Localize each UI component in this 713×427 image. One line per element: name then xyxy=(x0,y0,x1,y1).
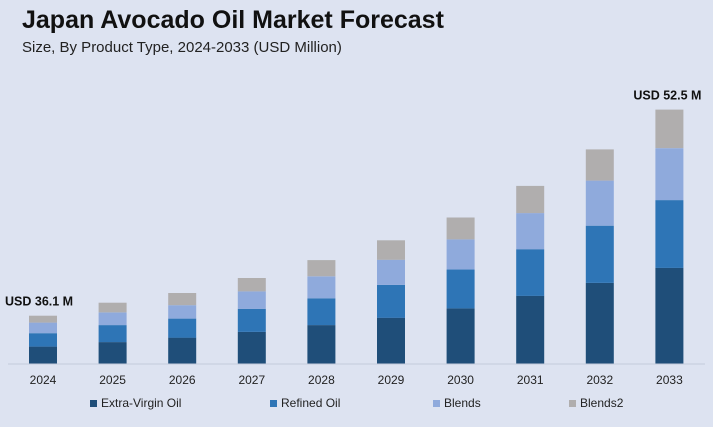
bar-blends2-2028 xyxy=(307,260,336,277)
bar-blends2-2030 xyxy=(446,217,475,240)
bar-extra-virgin-oil-2027 xyxy=(237,331,266,364)
legend: Extra-Virgin Oil Refined Oil Blends Blends2 xyxy=(90,396,624,410)
bar-blends2-2031 xyxy=(516,185,545,214)
bar-blends-2032 xyxy=(585,180,614,226)
x-tick-label: 2032 xyxy=(586,373,613,387)
bar-blends2-2033 xyxy=(655,109,684,149)
bar-extra-virgin-oil-2029 xyxy=(377,317,405,364)
x-tick-label: 2033 xyxy=(656,373,683,387)
bar-extra-virgin-oil-2032 xyxy=(585,282,614,364)
bar-extra-virgin-oil-2025 xyxy=(98,342,127,364)
x-tick-label: 2030 xyxy=(447,373,474,387)
bars-layer xyxy=(29,109,684,364)
bar-refined-oil-2024 xyxy=(29,333,57,347)
bar-blends-2024 xyxy=(29,322,57,334)
bar-refined-oil-2026 xyxy=(168,318,197,338)
bar-blends-2026 xyxy=(168,305,197,319)
bar-blends-2033 xyxy=(655,148,684,201)
bar-extra-virgin-oil-2026 xyxy=(168,337,197,364)
bar-blends-2025 xyxy=(98,312,127,326)
bar-refined-oil-2025 xyxy=(98,325,127,343)
bar-blends-2030 xyxy=(446,239,475,270)
bar-refined-oil-2032 xyxy=(585,225,614,283)
bar-refined-oil-2031 xyxy=(516,249,545,296)
bar-refined-oil-2029 xyxy=(377,284,405,318)
bar-blends-2031 xyxy=(516,213,545,250)
bar-blends2-2027 xyxy=(237,278,266,292)
x-tick-label: 2029 xyxy=(378,373,405,387)
bar-extra-virgin-oil-2024 xyxy=(29,346,57,364)
legend-label-extra-virgin-oil: Extra-Virgin Oil xyxy=(101,396,181,410)
bar-refined-oil-2027 xyxy=(237,308,266,332)
chart-subtitle: Size, By Product Type, 2024-2033 (USD Mi… xyxy=(22,39,342,56)
x-tick-label: 2026 xyxy=(169,373,196,387)
bar-extra-virgin-oil-2030 xyxy=(446,308,475,364)
x-tick-label: 2024 xyxy=(30,373,57,387)
bar-refined-oil-2033 xyxy=(655,200,684,268)
x-tick-label: 2028 xyxy=(308,373,335,387)
bar-blends2-2032 xyxy=(585,149,614,181)
legend-swatch-blends xyxy=(433,400,440,407)
bar-blends2-2026 xyxy=(168,293,197,306)
x-axis-ticks: 2024 2025 2026 2027 2028 2029 2030 2031 2032 2033 xyxy=(30,373,683,387)
legend-swatch-blends2 xyxy=(569,400,576,407)
total-annotation-2024: USD 36.1 M xyxy=(5,295,73,309)
legend-swatch-refined-oil xyxy=(270,400,277,407)
annotations-layer: USD 36.1 M USD 52.5 M xyxy=(5,89,701,309)
bar-blends-2029 xyxy=(377,259,405,285)
bar-blends-2028 xyxy=(307,276,336,299)
bar-blends2-2025 xyxy=(98,302,127,313)
bar-blends-2027 xyxy=(237,291,266,309)
x-tick-label: 2027 xyxy=(238,373,265,387)
bar-extra-virgin-oil-2028 xyxy=(307,325,336,364)
legend-label-blends2: Blends2 xyxy=(580,396,624,410)
bar-extra-virgin-oil-2031 xyxy=(516,295,545,364)
legend-label-blends: Blends xyxy=(444,396,481,410)
legend-swatch-extra-virgin-oil xyxy=(90,400,97,407)
chart-title: Japan Avocado Oil Market Forecast xyxy=(22,6,444,34)
legend-label-refined-oil: Refined Oil xyxy=(281,396,340,410)
bar-extra-virgin-oil-2033 xyxy=(655,267,684,364)
bar-blends2-2024 xyxy=(29,315,57,323)
bar-refined-oil-2030 xyxy=(446,269,475,309)
bar-refined-oil-2028 xyxy=(307,298,336,326)
x-tick-label: 2025 xyxy=(99,373,126,387)
x-tick-label: 2031 xyxy=(517,373,544,387)
total-annotation-2033: USD 52.5 M xyxy=(633,89,701,103)
bar-blends2-2029 xyxy=(377,240,405,260)
